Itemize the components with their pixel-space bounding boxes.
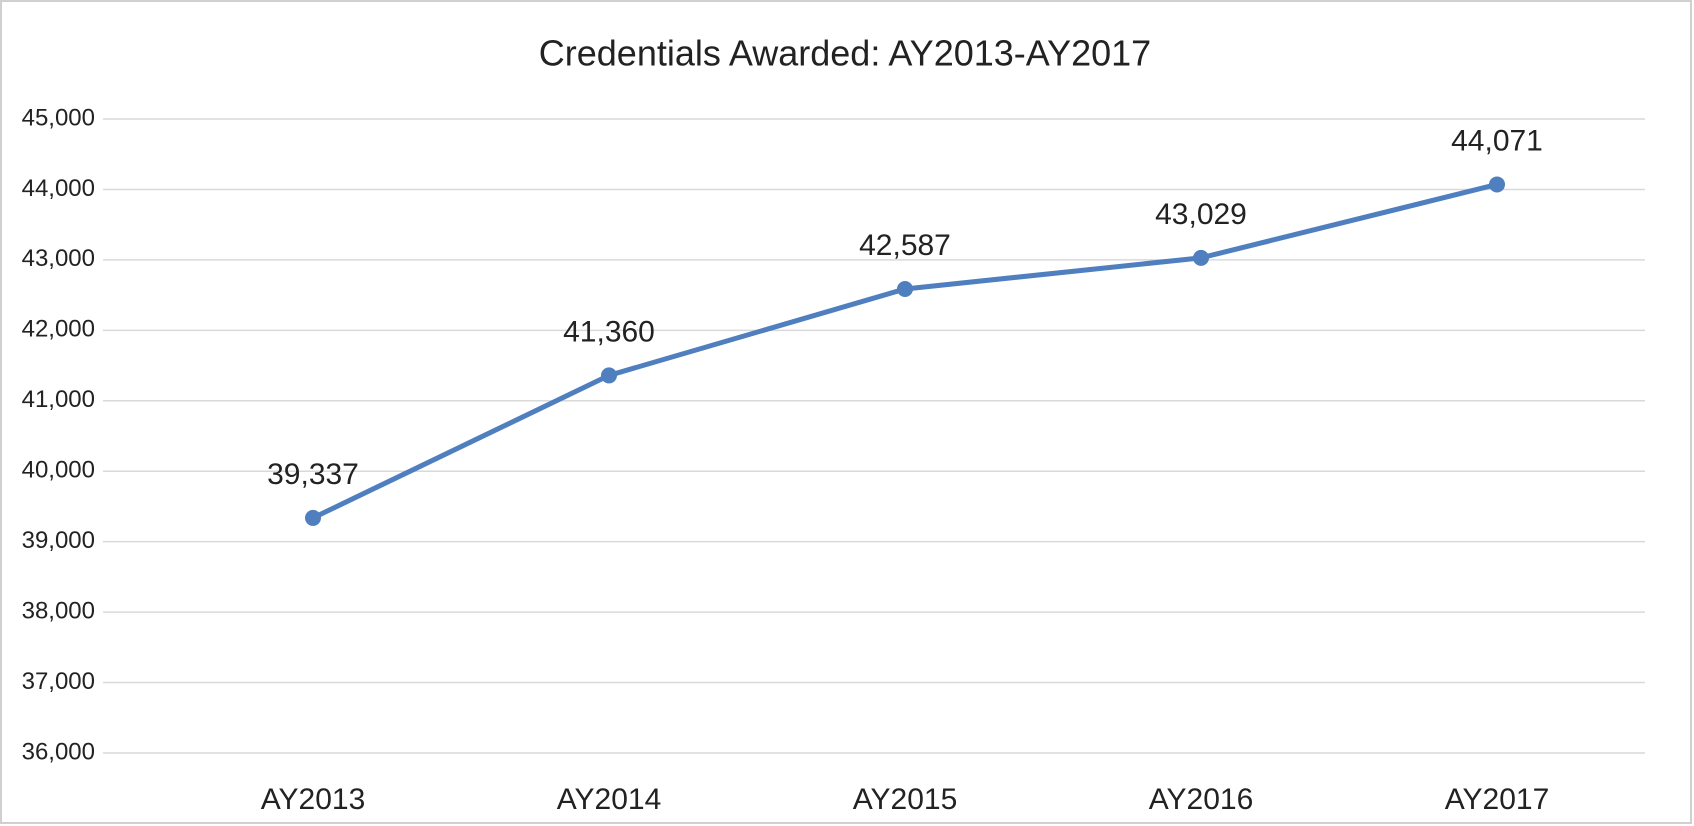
data-point xyxy=(897,280,913,297)
y-tick-label: 38,000 xyxy=(22,597,95,624)
data-point xyxy=(305,509,321,526)
x-tick-label: AY2017 xyxy=(1445,783,1550,816)
x-tick-label: AY2014 xyxy=(557,783,662,816)
data-label: 39,337 xyxy=(267,458,359,491)
data-label: 43,029 xyxy=(1155,198,1247,231)
data-label: 42,587 xyxy=(859,229,951,262)
y-tick-label: 37,000 xyxy=(22,668,95,695)
y-tick-label: 43,000 xyxy=(22,245,95,272)
y-tick-label: 44,000 xyxy=(22,175,95,202)
x-tick-label: AY2013 xyxy=(261,783,366,816)
y-tick-label: 45,000 xyxy=(22,104,95,131)
y-tick-label: 39,000 xyxy=(22,527,95,554)
y-tick-label: 36,000 xyxy=(22,738,95,765)
y-tick-label: 41,000 xyxy=(22,386,95,413)
data-point xyxy=(601,367,617,384)
x-tick-label: AY2015 xyxy=(853,783,958,816)
data-point xyxy=(1489,176,1505,193)
x-tick-label: AY2016 xyxy=(1149,783,1254,816)
data-label: 44,071 xyxy=(1451,124,1543,157)
chart-title: Credentials Awarded: AY2013-AY2017 xyxy=(539,33,1151,74)
y-tick-label: 40,000 xyxy=(22,457,95,484)
data-label: 41,360 xyxy=(563,315,655,348)
y-tick-label: 42,000 xyxy=(22,316,95,343)
data-point xyxy=(1193,249,1209,266)
